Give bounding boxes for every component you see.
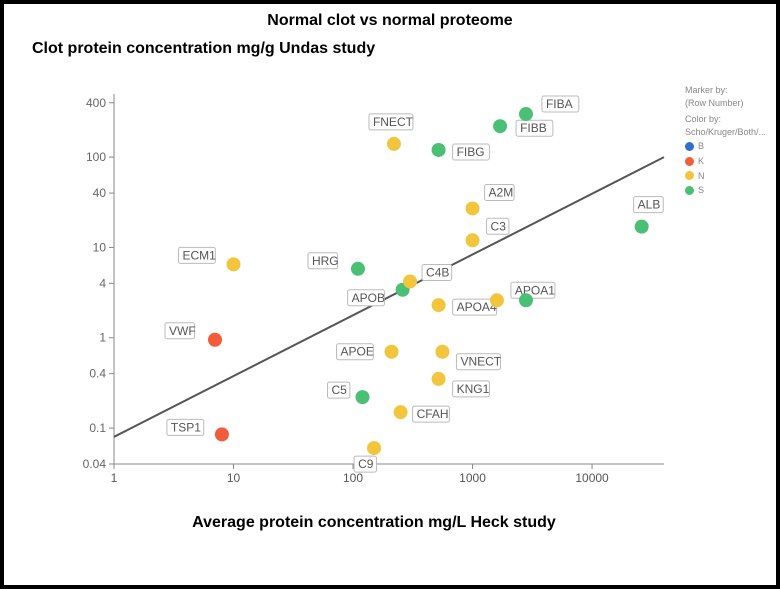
point-label: FNECT bbox=[373, 115, 414, 129]
data-point bbox=[351, 262, 365, 276]
point-label: ALB bbox=[638, 198, 661, 212]
point-label: APOB bbox=[352, 291, 385, 305]
data-point bbox=[635, 220, 649, 234]
y-tick-label: 0.1 bbox=[89, 421, 106, 435]
legend-color-title: Color by: bbox=[685, 113, 766, 126]
point-label: APOE bbox=[341, 345, 374, 359]
data-point bbox=[355, 390, 369, 404]
legend-item: B bbox=[685, 140, 766, 153]
legend-color-sub: Scho/Kruger/Both/... bbox=[685, 126, 766, 139]
legend-marker-title: Marker by: bbox=[685, 84, 766, 97]
legend-label: K bbox=[698, 155, 704, 168]
y-tick-label: 100 bbox=[86, 150, 106, 164]
legend-marker-sub: (Row Number) bbox=[685, 97, 766, 110]
y-tick-label: 40 bbox=[93, 186, 107, 200]
point-label: VWF bbox=[169, 324, 196, 338]
point-label: FIBA bbox=[546, 97, 573, 111]
data-point bbox=[435, 345, 449, 359]
legend-item: K bbox=[685, 155, 766, 168]
point-label: ECM1 bbox=[183, 248, 217, 262]
data-point bbox=[432, 298, 446, 312]
legend-item: N bbox=[685, 170, 766, 183]
x-tick-label: 1 bbox=[111, 471, 118, 485]
x-axis-label: Average protein concentration mg/L Heck … bbox=[74, 514, 674, 532]
legend-label: S bbox=[698, 184, 704, 197]
y-tick-label: 400 bbox=[86, 96, 106, 110]
legend-item: S bbox=[685, 184, 766, 197]
data-point bbox=[387, 137, 401, 151]
data-point bbox=[367, 441, 381, 455]
point-label: A2M bbox=[489, 185, 514, 199]
legend-swatch bbox=[685, 171, 694, 180]
data-point bbox=[493, 119, 507, 133]
legend-label: N bbox=[698, 170, 705, 183]
chart-frame: Normal clot vs normal proteome Clot prot… bbox=[0, 0, 780, 589]
point-label: C3 bbox=[491, 219, 507, 233]
chart-subtitle: Clot protein concentration mg/g Undas st… bbox=[32, 40, 375, 58]
data-point bbox=[215, 427, 229, 441]
chart-title: Normal clot vs normal proteome bbox=[4, 12, 776, 30]
legend-swatch bbox=[685, 186, 694, 195]
legend: Marker by: (Row Number) Color by: Scho/K… bbox=[685, 84, 766, 197]
point-label: TSP1 bbox=[171, 420, 201, 434]
x-tick-label: 1000 bbox=[459, 471, 486, 485]
trend-line bbox=[114, 157, 664, 437]
x-tick-label: 10000 bbox=[575, 471, 609, 485]
point-label: C4B bbox=[426, 265, 449, 279]
point-label: CFAH bbox=[417, 407, 449, 421]
data-point bbox=[403, 274, 417, 288]
y-tick-label: 10 bbox=[93, 240, 107, 254]
data-point bbox=[490, 293, 504, 307]
data-point bbox=[208, 333, 222, 347]
point-label: C9 bbox=[358, 457, 374, 471]
y-tick-label: 0.04 bbox=[83, 457, 107, 471]
y-tick-label: 1 bbox=[99, 331, 106, 345]
data-point bbox=[466, 233, 480, 247]
data-point bbox=[432, 143, 446, 157]
point-label: KNG1 bbox=[457, 382, 490, 396]
point-label: C5 bbox=[331, 383, 347, 397]
data-point bbox=[385, 345, 399, 359]
legend-swatch bbox=[685, 157, 694, 166]
y-tick-label: 4 bbox=[99, 276, 106, 290]
x-tick-label: 100 bbox=[343, 471, 363, 485]
data-point bbox=[519, 107, 533, 121]
point-label: HRG bbox=[312, 254, 339, 268]
legend-swatch bbox=[685, 142, 694, 151]
y-tick-label: 0.4 bbox=[89, 367, 106, 381]
point-label: FIBG bbox=[457, 145, 485, 159]
data-point bbox=[519, 293, 533, 307]
scatter-plot: 1 10 100 1000 10000 0.04 0.1 0.4 1 4 10 40 100 400 ECM… bbox=[74, 84, 674, 494]
point-label: APOA1 bbox=[515, 283, 555, 297]
point-label: FIBB bbox=[520, 121, 547, 135]
data-point bbox=[466, 201, 480, 215]
data-point bbox=[227, 257, 241, 271]
legend-label: B bbox=[698, 140, 704, 153]
point-label: VNECT bbox=[460, 355, 501, 369]
data-point bbox=[432, 372, 446, 386]
x-tick-label: 10 bbox=[227, 471, 241, 485]
data-point bbox=[394, 405, 408, 419]
